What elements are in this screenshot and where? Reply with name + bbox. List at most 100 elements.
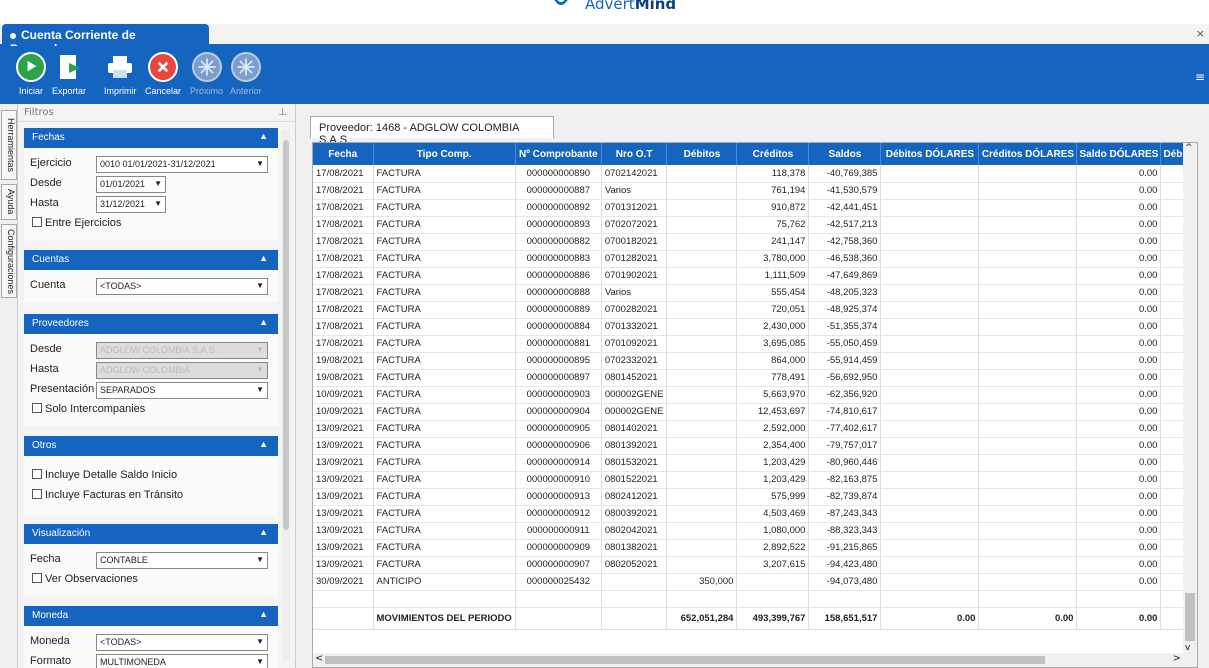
chevron-up-icon[interactable]: ^ [1185,143,1193,153]
fechas-header[interactable]: Fechas ▲ [24,128,278,148]
table-cell: 0701282021 [601,250,668,268]
table-cell [880,556,980,574]
chevron-right-icon[interactable]: > [1172,653,1181,664]
ver-observaciones-checkbox[interactable]: Ver Observaciones [32,573,138,585]
table-cell [880,539,980,557]
facturas-transito-checkbox[interactable]: Incluye Facturas en Tránsito [32,489,183,501]
cuentas-header[interactable]: Cuentas ▲ [24,250,278,270]
grid-horizontal-scrollbar[interactable]: < > [313,653,1197,667]
table-cell: 13/09/2021 [313,488,374,506]
tab-ayuda[interactable]: Ayuda [1,184,17,220]
detalle-saldo-checkbox[interactable]: Incluye Detalle Saldo Inicio [32,469,177,481]
formato-select[interactable]: MULTIMONEDA ▼ [96,654,268,668]
table-row[interactable]: 19/08/2021 FACTURA 000000000897 0801452021 7… [313,369,1192,387]
moneda-select[interactable]: <TODAS> ▼ [96,634,268,651]
column-header[interactable]: Saldo DÓLARES [1076,143,1162,165]
column-header[interactable]: Tipo Comp. [373,143,516,165]
table-row[interactable]: 13/09/2021 FACTURA 000000000909 0801382021 2… [313,539,1192,557]
column-header[interactable]: Débitos [666,143,738,165]
table-row[interactable]: 17/08/2021 FACTURA 000000000883 0701282021 3… [313,250,1192,268]
window-tabbar: Cuenta Corriente de Proveedores × [0,24,1209,56]
prov-desde-select[interactable]: ADGLOW COLOMBIA S.A.S. ▼ [96,342,268,359]
chevron-up-icon[interactable]: ▲ [259,439,268,449]
table-row[interactable]: 19/08/2021 FACTURA 000000000895 0702332021 8… [313,352,1192,370]
column-header[interactable]: Créditos DÓLARES [978,143,1078,165]
table-row[interactable]: 17/08/2021 FACTURA 000000000890 0702142021 1… [313,165,1192,183]
table-row[interactable]: 17/08/2021 FACTURA 000000000893 0702072021 7… [313,216,1192,234]
table-row[interactable]: 17/08/2021 FACTURA 000000000892 0701312021 9… [313,199,1192,217]
proximo-button[interactable]: Próximo [190,52,223,96]
table-row[interactable]: 13/09/2021 FACTURA 000000000905 0801402021 2… [313,420,1192,438]
tab-configuraciones[interactable]: Configuraciones [1,224,17,298]
solo-intercompanies-checkbox[interactable]: Solo Intercompanies [32,403,145,415]
cuenta-select[interactable]: <TODAS> ▼ [96,278,268,295]
menu-icon[interactable]: ≡ [1194,70,1205,84]
chevron-up-icon[interactable]: ▲ [259,317,268,327]
tab-cuenta-corriente[interactable]: Cuenta Corriente de Proveedores [2,24,209,56]
filters-scrollbar[interactable] [282,130,290,660]
table-row[interactable]: 13/09/2021 FACTURA 000000000914 0801532021 1… [313,454,1192,472]
visualizacion-header[interactable]: Visualización ▲ [24,524,278,544]
column-header[interactable]: Saldos [808,143,882,165]
cancelar-button[interactable]: Cancelar [145,52,181,96]
table-row[interactable]: 17/08/2021 FACTURA 000000000882 0700182021 2… [313,233,1192,251]
grid-vertical-scrollbar[interactable]: ^ v [1183,143,1197,653]
close-icon[interactable]: × [1195,27,1205,40]
table-row[interactable]: 13/09/2021 FACTURA 000000000906 0801392021 2… [313,437,1192,455]
table-row[interactable]: 13/09/2021 FACTURA 000000000910 0801522021 1… [313,471,1192,489]
table-row[interactable]: 17/08/2021 FACTURA 000000000886 0701902021 1… [313,267,1192,285]
tab-herramientas[interactable]: Herramientas [1,110,17,180]
prov-hasta-select[interactable]: ADGLOW COLOMBIA ▼ [96,362,268,379]
table-row[interactable]: 10/09/2021 FACTURA 000000000903 000002GENE 5… [313,386,1192,404]
proveedores-header[interactable]: Proveedores ▲ [24,314,278,334]
table-cell [880,335,980,353]
table-row[interactable]: 30/09/2021 ANTICIPO 000000025432 350,000 -94… [313,573,1192,591]
chevron-up-icon[interactable]: ▲ [259,527,268,537]
table-cell: 17/08/2021 [313,199,374,217]
table-row[interactable]: 13/09/2021 FACTURA 000000000911 0802042021 1… [313,522,1192,540]
chevron-up-icon[interactable]: ▲ [259,131,268,141]
presentacion-select[interactable]: SEPARADOS ▼ [96,382,268,399]
column-header[interactable]: Créditos [736,143,810,165]
exportar-button[interactable]: Exportar [52,52,86,96]
moneda-header[interactable]: Moneda ▲ [24,606,278,626]
column-header[interactable]: Fecha [313,143,374,165]
otros-header[interactable]: Otros ▲ [24,436,278,456]
table-cell: 19/08/2021 [313,369,374,387]
table-row[interactable]: 13/09/2021 FACTURA 000000000912 0800392021 4… [313,505,1192,523]
table-cell: 1,080,000 [736,522,810,540]
ejercicio-select[interactable]: 0010 01/01/2021-31/12/2021 ▼ [96,156,268,173]
table-row[interactable]: 17/08/2021 FACTURA 000000000884 0701332021 2… [313,318,1192,336]
table-row[interactable]: 17/08/2021 FACTURA 000000000887 Varios 761,1… [313,182,1192,200]
proveedor-tab[interactable]: Proveedor: 1468 - ADGLOW COLOMBIA S.A.S. [310,116,554,146]
desde-date[interactable]: 01/01/2021 ▼ [96,176,166,193]
hasta-date[interactable]: 31/12/2021 ▼ [96,196,166,213]
imprimir-button[interactable]: Imprimir [104,52,137,96]
column-header[interactable]: Nro O.T [601,143,668,165]
data-grid: Fecha Tipo Comp. Nº Comprobante Nro O.T Débi… [312,142,1198,668]
chevron-up-icon[interactable]: ▲ [259,253,268,263]
table-row[interactable]: 13/09/2021 FACTURA 000000000907 0802052021 3… [313,556,1192,574]
table-row[interactable]: 17/08/2021 FACTURA 000000000881 0701092021 3… [313,335,1192,353]
table-cell: -40,769,385 [808,165,882,183]
table-cell: 17/08/2021 [313,267,374,285]
vis-fecha-select[interactable]: CONTABLE ▼ [96,552,268,569]
table-cell [978,301,1078,319]
column-header[interactable]: Débitos DÓLARES [880,143,980,165]
column-header[interactable]: Nº Comprobante [515,143,602,165]
table-row[interactable]: 17/08/2021 FACTURA 000000000888 Varios 555,4… [313,284,1192,302]
anterior-button[interactable]: Anterior [230,52,262,96]
iniciar-button[interactable]: Iniciar [16,52,46,96]
chevron-down-icon[interactable]: v [1185,643,1191,653]
entre-ejercicios-checkbox[interactable]: Entre Ejercicios [32,217,121,229]
table-cell: FACTURA [373,386,516,404]
pin-icon[interactable]: ⊥ [278,107,287,118]
chevron-left-icon[interactable]: < [315,653,324,664]
chevron-up-icon[interactable]: ▲ [259,609,268,619]
table-row[interactable]: 13/09/2021 FACTURA 000000000913 0802412021 5… [313,488,1192,506]
total-cell [601,607,668,630]
table-row[interactable]: 17/08/2021 FACTURA 000000000889 0700282021 7… [313,301,1192,319]
table-cell [666,199,738,217]
table-cell: 13/09/2021 [313,420,374,438]
table-row[interactable]: 10/09/2021 FACTURA 000000000904 000002GENE 1… [313,403,1192,421]
